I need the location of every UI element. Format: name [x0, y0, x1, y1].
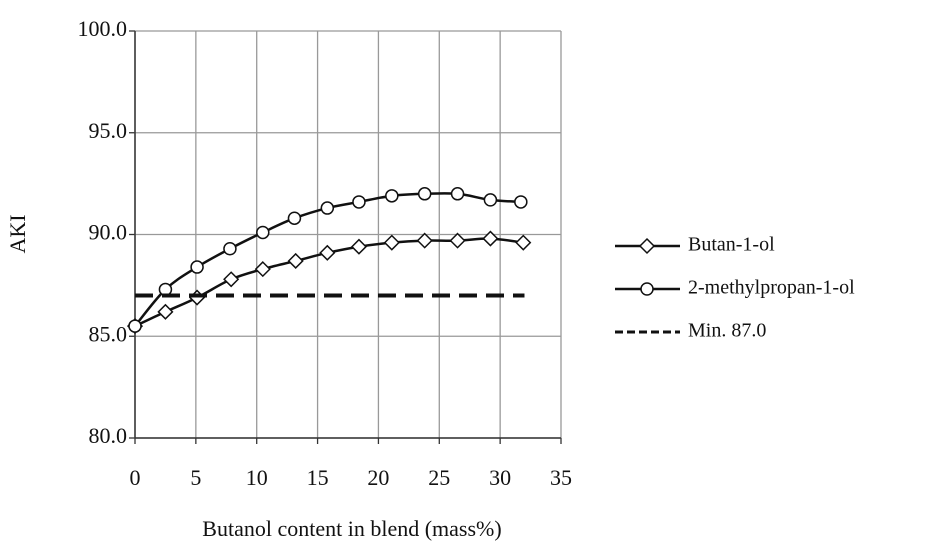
legend-marker	[638, 237, 656, 255]
marker	[189, 289, 206, 306]
marker	[319, 244, 336, 261]
marker	[352, 195, 366, 209]
marker	[450, 187, 465, 201]
y-tick-label: 95.0	[89, 118, 128, 143]
marker	[287, 252, 304, 270]
marker	[223, 241, 237, 256]
x-tick-label: 30	[489, 465, 511, 490]
y-tick-label: 100.0	[78, 16, 128, 41]
marker	[223, 271, 240, 288]
marker	[383, 234, 400, 251]
legend-label: Butan-1-ol	[688, 234, 775, 256]
marker	[416, 232, 433, 249]
marker	[385, 189, 399, 203]
y-axis-title: AKI	[5, 214, 30, 253]
marker	[128, 319, 142, 333]
x-tick-label: 0	[130, 465, 141, 490]
x-tick-label: 15	[307, 465, 329, 490]
marker	[190, 260, 204, 274]
marker	[350, 238, 368, 255]
marker	[254, 261, 271, 278]
marker	[483, 193, 498, 207]
legend-label: 2-methylpropan-1-ol	[688, 277, 855, 299]
marker	[449, 232, 466, 249]
y-tick-label: 90.0	[89, 220, 128, 245]
y-tick-label: 85.0	[89, 321, 128, 346]
x-tick-label: 25	[428, 465, 450, 490]
x-tick-label: 5	[190, 465, 201, 490]
marker	[287, 211, 302, 225]
x-tick-label: 35	[550, 465, 572, 490]
marker	[514, 195, 528, 209]
x-tick-label: 10	[246, 465, 268, 490]
y-tick-label: 80.0	[89, 423, 128, 448]
marker	[256, 225, 270, 240]
x-axis-title: Butanol content in blend (mass%)	[202, 516, 501, 541]
legend-label: Min. 87.0	[688, 320, 766, 342]
marker	[320, 201, 335, 215]
marker	[482, 230, 499, 247]
marker	[417, 187, 432, 201]
marker	[157, 303, 174, 320]
marker	[515, 234, 532, 251]
legend-marker	[640, 282, 654, 296]
x-tick-label: 20	[367, 465, 389, 490]
